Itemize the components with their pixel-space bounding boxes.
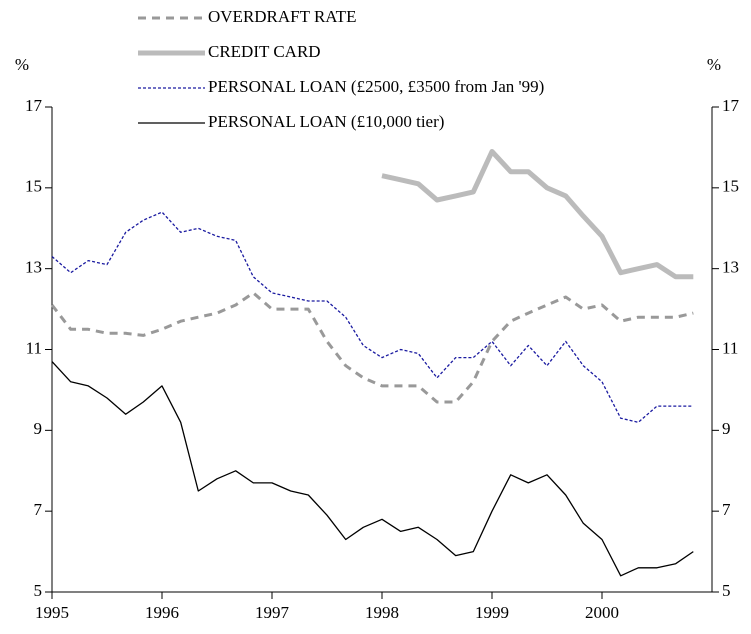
series-line (381, 149, 694, 280)
legend-label: OVERDRAFT RATE (208, 7, 356, 26)
y2-tick-label: 13 (722, 258, 739, 277)
x-tick-label: 1997 (255, 603, 290, 622)
x-tick-label: 1998 (365, 603, 399, 622)
x-tick-label: 1999 (475, 603, 509, 622)
y2-tick-label: 7 (722, 500, 731, 519)
legend-label: CREDIT CARD (208, 42, 321, 61)
y2-tick-label: 15 (722, 177, 739, 196)
y-tick-label: 15 (25, 177, 42, 196)
series-line (51, 211, 694, 423)
y2-tick-label: 17 (722, 96, 740, 115)
y2-tick-label: 5 (722, 581, 731, 600)
x-tick-label: 1996 (145, 603, 179, 622)
x-tick-label: 2000 (585, 603, 619, 622)
x-tick-label: 1995 (35, 603, 69, 622)
series-line (50, 291, 694, 404)
series-line (51, 361, 694, 577)
y-tick-label: 5 (34, 581, 43, 600)
y2-tick-label: 11 (722, 338, 738, 357)
legend-label: PERSONAL LOAN (£10,000 tier) (208, 112, 444, 131)
y2-axis-label: % (707, 55, 721, 74)
y-tick-label: 9 (34, 419, 43, 438)
y-tick-label: 7 (34, 500, 43, 519)
y-tick-label: 11 (26, 338, 42, 357)
y2-tick-label: 9 (722, 419, 731, 438)
y-tick-label: 13 (25, 258, 42, 277)
legend-label: PERSONAL LOAN (£2500, £3500 from Jan '99… (208, 77, 544, 96)
y-axis-label: % (15, 55, 29, 74)
y-tick-label: 17 (25, 96, 43, 115)
